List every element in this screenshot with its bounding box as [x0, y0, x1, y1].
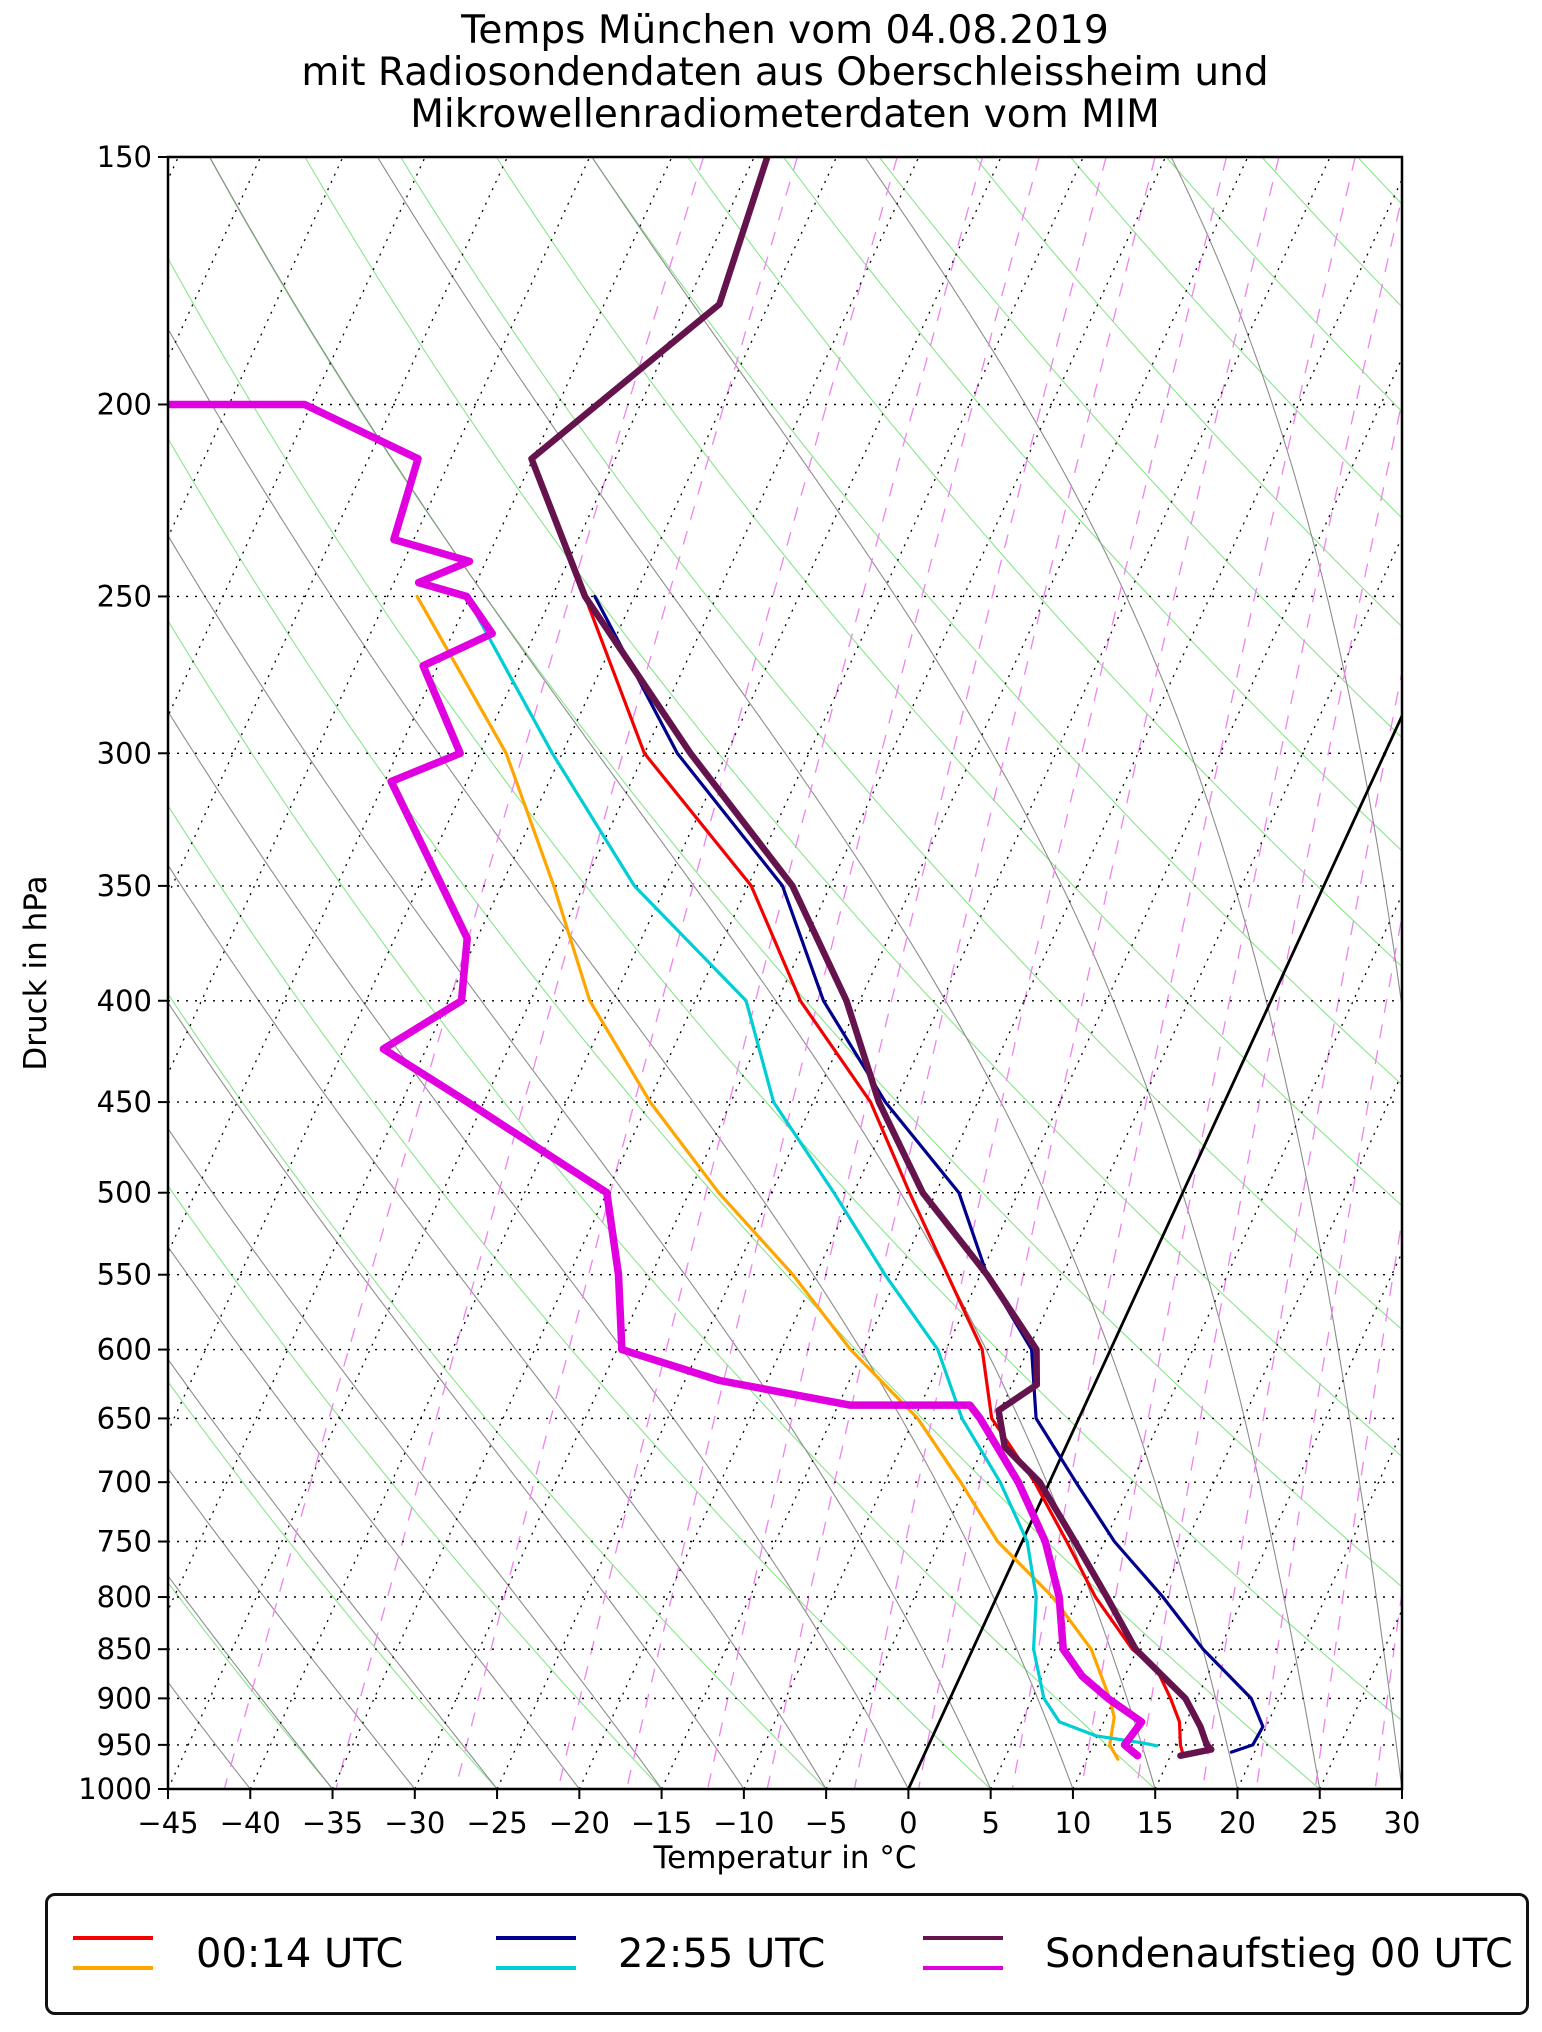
- svg-text:300: 300: [97, 736, 152, 770]
- svg-text:600: 600: [97, 1333, 152, 1367]
- svg-text:−20: −20: [549, 1806, 610, 1840]
- svg-text:20: 20: [1219, 1806, 1256, 1840]
- svg-text:−40: −40: [220, 1806, 281, 1840]
- legend-label: 22:55 UTC: [618, 1931, 826, 1977]
- svg-text:850: 850: [97, 1632, 152, 1666]
- svg-text:550: 550: [97, 1258, 152, 1292]
- dewpoint-line-swatch-cyan: [496, 1966, 576, 1970]
- svg-text:−35: −35: [302, 1806, 363, 1840]
- svg-text:−30: −30: [384, 1806, 445, 1840]
- svg-text:950: 950: [97, 1728, 152, 1762]
- chart-title: Temps München vom 04.08.2019 mit Radioso…: [0, 10, 1542, 136]
- svg-text:0: 0: [899, 1806, 917, 1840]
- svg-text:400: 400: [97, 984, 152, 1018]
- svg-text:450: 450: [97, 1085, 152, 1119]
- chart-title-line1: Temps München vom 04.08.2019: [461, 8, 1109, 53]
- svg-text:650: 650: [97, 1401, 152, 1435]
- chart-title-line2: mit Radiosondendaten aus Oberschleisshei…: [301, 50, 1269, 95]
- svg-text:−15: −15: [631, 1806, 692, 1840]
- svg-text:150: 150: [97, 140, 152, 174]
- svg-text:200: 200: [97, 387, 152, 421]
- dewpoint-line-swatch-orange: [73, 1966, 153, 1970]
- svg-text:800: 800: [97, 1580, 152, 1614]
- svg-text:5: 5: [981, 1806, 999, 1840]
- legend-label: Sondenaufstieg 00 UTC: [1045, 1931, 1513, 1977]
- chart-title-line3: Mikrowellenradiometerdaten vom MIM: [410, 92, 1160, 137]
- svg-text:900: 900: [97, 1681, 152, 1715]
- legend-box: 00:14 UTC 22:55 UTC Sondenaufstieg 00 UT…: [45, 1893, 1529, 2015]
- temperature-line-swatch-navy: [496, 1936, 576, 1940]
- legend-swatches-sondenaufstieg: [923, 1896, 1003, 2012]
- temperature-line-swatch-purple: [923, 1936, 1003, 1940]
- svg-text:500: 500: [97, 1176, 152, 1210]
- svg-text:1000: 1000: [78, 1772, 152, 1806]
- svg-text:30: 30: [1384, 1806, 1421, 1840]
- svg-text:25: 25: [1301, 1806, 1338, 1840]
- legend-label: 00:14 UTC: [196, 1931, 404, 1977]
- x-axis-label: Temperatur in °C: [653, 1840, 917, 1876]
- y-axis-label: Druck in hPa: [18, 875, 54, 1071]
- temperature-line-swatch-red: [73, 1936, 153, 1940]
- svg-text:250: 250: [97, 579, 152, 613]
- svg-text:−25: −25: [466, 1806, 527, 1840]
- legend-swatches-2255utc: [496, 1896, 576, 2012]
- svg-text:10: 10: [1054, 1806, 1091, 1840]
- legend-swatches-0014utc: [73, 1896, 153, 2012]
- svg-text:15: 15: [1137, 1806, 1174, 1840]
- svg-text:750: 750: [97, 1525, 152, 1559]
- svg-text:350: 350: [97, 869, 152, 903]
- svg-text:−10: −10: [713, 1806, 774, 1840]
- svg-text:−45: −45: [137, 1806, 198, 1840]
- skewt-plot: −45 −40 −35 −30 −25 −20 −15 −10 −5 0 5 10 15 20 25 30 15…: [78, 140, 1421, 1840]
- dewpoint-line-swatch-magenta: [923, 1966, 1003, 1970]
- svg-text:700: 700: [97, 1465, 152, 1499]
- svg-text:−5: −5: [805, 1806, 848, 1840]
